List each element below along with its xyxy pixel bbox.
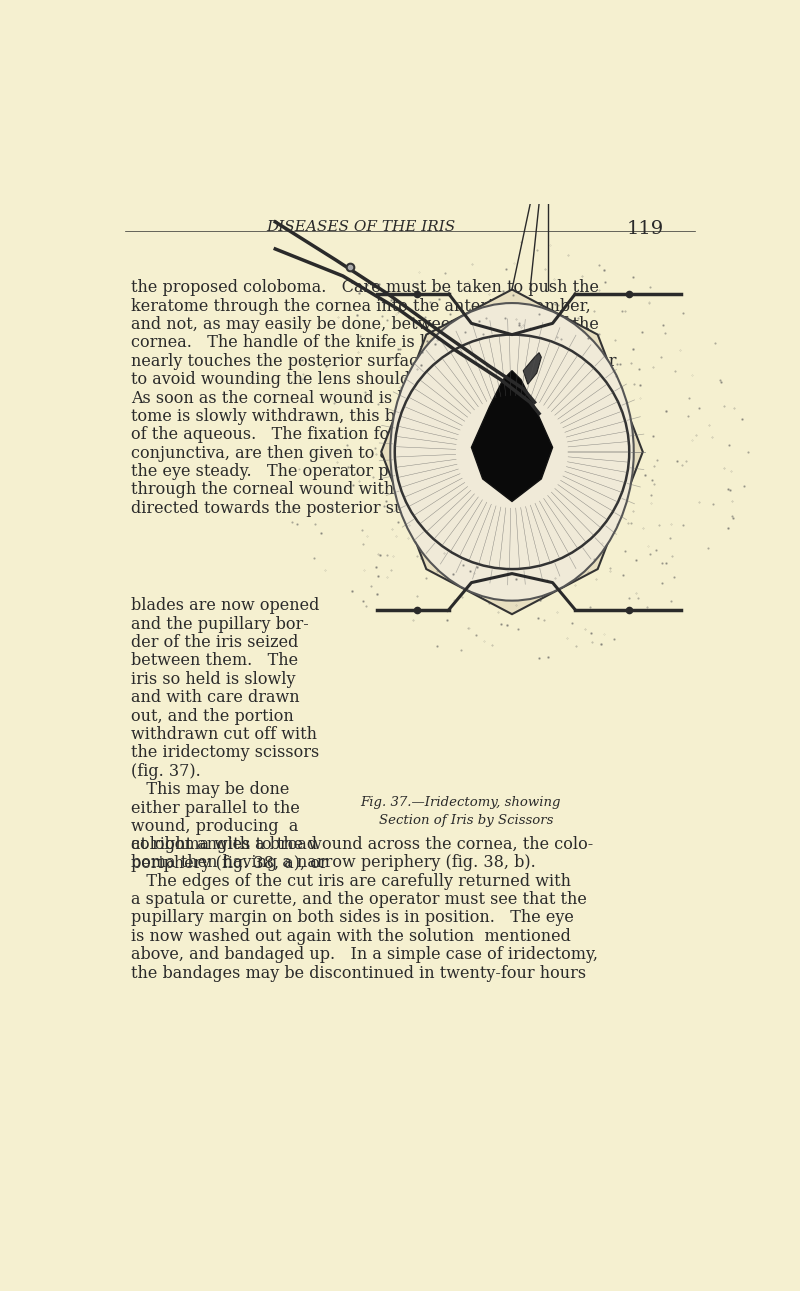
Text: and not, as may easily be done, between the layers of the: and not, as may easily be done, between … xyxy=(131,316,599,333)
Text: of the aqueous.   The fixation forceps, still holding the: of the aqueous. The fixation forceps, st… xyxy=(131,426,573,443)
Text: and the pupillary bor-: and the pupillary bor- xyxy=(131,616,309,633)
Text: the proposed coloboma.   Care must be taken to push the: the proposed coloboma. Care must be take… xyxy=(131,279,599,296)
Text: the iridectomy scissors: the iridectomy scissors xyxy=(131,745,319,762)
Text: Section of Iris by Scissors: Section of Iris by Scissors xyxy=(379,815,554,828)
Text: conjunctiva, are then given to an assistant to keep: conjunctiva, are then given to an assist… xyxy=(131,444,542,462)
Text: This may be done: This may be done xyxy=(131,781,290,798)
Text: blades are now opened: blades are now opened xyxy=(131,598,319,615)
Polygon shape xyxy=(523,352,542,385)
Text: tome is slowly withdrawn, this being followed by escape: tome is slowly withdrawn, this being fol… xyxy=(131,408,590,425)
Text: As soon as the corneal wound is large enough, the kera-: As soon as the corneal wound is large en… xyxy=(131,390,589,407)
Text: The edges of the cut iris are carefully returned with: The edges of the cut iris are carefully … xyxy=(131,873,571,889)
Text: Fig. 37.—Iridectomy, showing: Fig. 37.—Iridectomy, showing xyxy=(360,797,561,809)
Text: a spatula or curette, and the operator must see that the: a spatula or curette, and the operator m… xyxy=(131,891,587,908)
Text: the bandages may be discontinued in twenty-four hours: the bandages may be discontinued in twen… xyxy=(131,964,586,981)
Text: through the corneal wound with their points closed and: through the corneal wound with their poi… xyxy=(131,482,586,498)
Text: keratome through the cornea into the anterior chamber,: keratome through the cornea into the ant… xyxy=(131,297,590,315)
Text: out, and the portion: out, and the portion xyxy=(131,707,294,724)
Text: DISEASES OF THE IRIS: DISEASES OF THE IRIS xyxy=(266,219,455,234)
Text: boma then having a narrow periphery (fig. 38, b).: boma then having a narrow periphery (fig… xyxy=(131,855,536,871)
Text: pupillary margin on both sides is in position.   The eye: pupillary margin on both sides is in pos… xyxy=(131,909,574,927)
Text: at right angles to the wound across the cornea, the colo-: at right angles to the wound across the … xyxy=(131,835,594,853)
Text: to avoid wounding the lens should the aqueous escape.: to avoid wounding the lens should the aq… xyxy=(131,371,581,389)
Text: coloboma with a broad: coloboma with a broad xyxy=(131,837,317,853)
Text: nearly touches the posterior surface of the cornea, in order: nearly touches the posterior surface of … xyxy=(131,352,617,369)
Text: directed towards the posterior surface of the cornea ; the: directed towards the posterior surface o… xyxy=(131,500,602,516)
Text: and with care drawn: and with care drawn xyxy=(131,689,300,706)
Text: either parallel to the: either parallel to the xyxy=(131,799,300,817)
Text: periphery (fig. 38, a), or: periphery (fig. 38, a), or xyxy=(131,855,328,871)
Polygon shape xyxy=(382,289,642,615)
Text: der of the iris seized: der of the iris seized xyxy=(131,634,298,651)
Text: (fig. 37).: (fig. 37). xyxy=(131,763,201,780)
Text: withdrawn cut off with: withdrawn cut off with xyxy=(131,726,317,744)
Text: 119: 119 xyxy=(627,219,664,238)
Ellipse shape xyxy=(390,303,634,600)
Text: between them.   The: between them. The xyxy=(131,652,298,670)
Polygon shape xyxy=(471,371,553,501)
Text: iris so held is slowly: iris so held is slowly xyxy=(131,671,295,688)
Text: is now washed out again with the solution  mentioned: is now washed out again with the solutio… xyxy=(131,928,571,945)
Text: cornea.   The handle of the knife is lowered till the point: cornea. The handle of the knife is lower… xyxy=(131,334,591,351)
Text: above, and bandaged up.   In a simple case of iridectomy,: above, and bandaged up. In a simple case… xyxy=(131,946,598,963)
Text: the eye steady.   The operator passes the iris forceps: the eye steady. The operator passes the … xyxy=(131,463,561,480)
Text: wound, producing  a: wound, producing a xyxy=(131,818,298,835)
